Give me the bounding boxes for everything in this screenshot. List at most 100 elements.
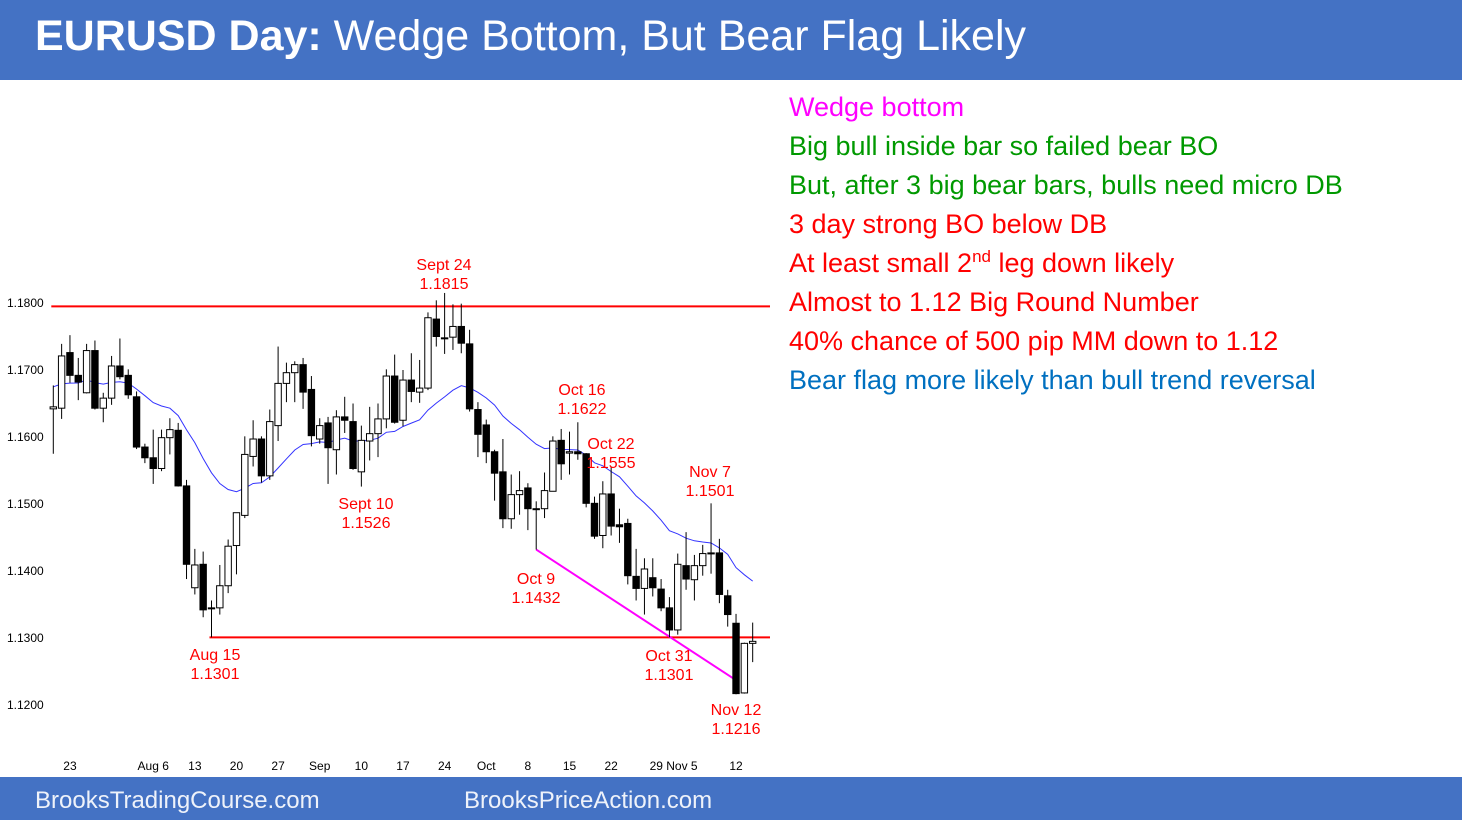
bull-candle (674, 563, 682, 631)
bear-candle (624, 522, 632, 577)
bull-candle (191, 564, 199, 589)
bear-candle (590, 502, 599, 537)
annotation-date: Nov 12 (711, 702, 762, 719)
bear-candle (490, 451, 499, 474)
bull-candle (49, 406, 57, 410)
annotation-date: Oct 31 (645, 648, 692, 665)
note-line: 40% chance of 500 pip MM down to 1.12 (789, 322, 1343, 361)
bull-candle (291, 364, 299, 374)
x-tick-label: 23 (63, 759, 77, 773)
bear-candle (524, 487, 532, 510)
commentary: Wedge bottom Big bull inside bar so faile… (789, 88, 1343, 400)
bear-candle (91, 350, 99, 409)
annotation-price: 1.1622 (558, 401, 607, 418)
note-text: But, after 3 big bear bars, bulls need m… (789, 170, 1343, 200)
bear-candle (499, 471, 507, 520)
annotation-price: 1.1301 (191, 666, 240, 683)
footer-left-link[interactable]: BrooksTradingCourse.com (35, 787, 320, 814)
bear-candle (474, 409, 482, 435)
bull-candle (241, 453, 249, 516)
bull-candle (316, 425, 324, 440)
bear-candle (607, 493, 615, 527)
bear-candle (307, 388, 316, 437)
y-tick-label: 1.1700 (7, 363, 44, 377)
bull-candle (232, 512, 241, 547)
bear-candle (324, 422, 332, 449)
bear-candle (574, 451, 582, 455)
title-rest: Wedge Bottom, But Bear Flag Likely (321, 12, 1027, 60)
footer-bar: BrooksTradingCourse.com BrooksPriceActio… (0, 777, 1462, 820)
bull-candle (282, 372, 291, 384)
bull-candle (374, 418, 382, 435)
x-tick-label: 20 (230, 759, 244, 773)
bull-candle (166, 429, 174, 439)
note-line: Big bull inside bar so failed bear BO (789, 127, 1343, 166)
annotation-price: 1.1526 (342, 515, 391, 532)
bull-candle (249, 438, 257, 457)
x-tick-label: 10 (355, 759, 369, 773)
bear-candle (341, 416, 349, 421)
annotation-date: Aug 15 (190, 647, 241, 664)
bull-candle (332, 416, 341, 451)
bear-candle (657, 588, 665, 609)
annotation-price: 1.1216 (712, 721, 761, 738)
bear-candle (407, 379, 416, 392)
bear-candle (532, 508, 540, 511)
bear-candle (432, 318, 440, 337)
y-tick-label: 1.1800 (7, 296, 44, 310)
bear-candle (615, 524, 624, 528)
bear-candle (732, 622, 740, 695)
annotation-price: 1.1555 (587, 455, 636, 472)
moving-average-line (53, 379, 754, 582)
note-text: Big bull inside bar so failed bear BO (789, 131, 1219, 161)
annotation-date: Nov 7 (689, 464, 731, 481)
bear-candle (349, 421, 357, 469)
y-tick-label: 1.1500 (7, 497, 44, 511)
y-tick-label: 1.1300 (7, 631, 44, 645)
x-tick-label: Sep (309, 759, 331, 773)
title-bar: EURUSD Day: Wedge Bottom, But Bear Flag … (0, 0, 1462, 80)
x-tick-label: 29 Nov 5 (650, 759, 698, 773)
annotation-price: 1.1501 (686, 483, 735, 500)
x-tick-label: 12 (729, 759, 743, 773)
y-tick-label: 1.1200 (7, 698, 44, 712)
bear-candle (66, 352, 74, 376)
page-title: EURUSD Day: Wedge Bottom, But Bear Flag … (35, 12, 1026, 61)
note-text-after: leg down likely (991, 248, 1175, 278)
bull-candle (449, 325, 457, 338)
y-tick-label: 1.1400 (7, 564, 44, 578)
note-text: At least small 2 (789, 248, 973, 278)
bull-candle (748, 640, 757, 644)
bull-candle (57, 355, 66, 409)
bull-candle (740, 642, 749, 694)
bull-candle (157, 437, 166, 469)
note-superscript: nd (972, 247, 991, 266)
bull-candle (565, 451, 574, 454)
bear-candle (715, 552, 724, 595)
bear-candle (199, 563, 207, 611)
annotation-date: Oct 22 (587, 436, 634, 453)
annotation-price: 1.1815 (420, 276, 469, 293)
x-tick-label: 24 (438, 759, 452, 773)
bear-candle (124, 374, 132, 396)
bull-candle (274, 382, 282, 427)
note-text: 3 day strong BO below DB (789, 209, 1108, 239)
bear-candle (649, 577, 657, 589)
bull-candle (707, 552, 715, 555)
annotation-price: 1.1301 (645, 667, 694, 684)
bear-candle (132, 396, 141, 448)
bear-candle (682, 565, 690, 580)
x-tick-label: Aug 6 (138, 759, 170, 773)
bear-candle (465, 343, 474, 410)
bear-candle (257, 438, 266, 477)
y-tick-label: 1.1600 (7, 430, 44, 444)
bull-candle (440, 337, 449, 340)
note-line: Bear flag more likely than bull trend re… (789, 361, 1343, 400)
bull-candle (107, 365, 116, 399)
bear-candle (141, 446, 149, 459)
bear-candle (149, 457, 157, 469)
bear-candle (724, 595, 732, 616)
bull-candle (690, 565, 699, 581)
footer-right-link[interactable]: BrooksPriceAction.com (464, 787, 713, 814)
